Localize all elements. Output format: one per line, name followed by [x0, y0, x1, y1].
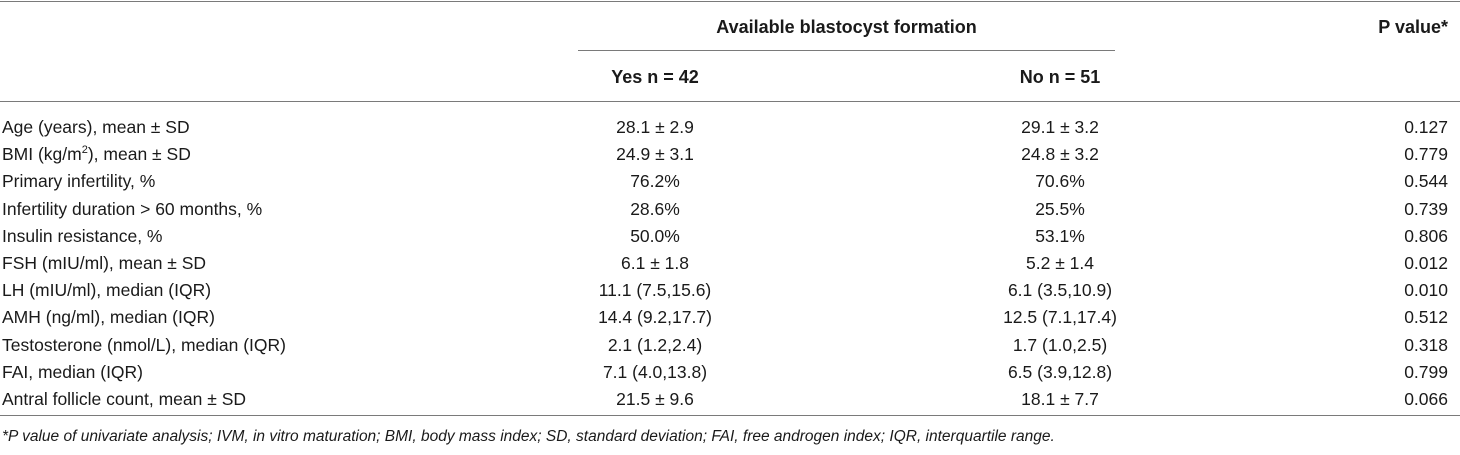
- p-value: 0.127: [1404, 117, 1448, 137]
- p-value: 0.806: [1404, 225, 1448, 246]
- header-bottom-rule: [0, 101, 1460, 102]
- yes-value: 24.9 ± 3.1: [616, 144, 694, 165]
- row-label-prefix: BMI (kg/m: [2, 144, 82, 165]
- no-value: 70.6%: [1035, 171, 1085, 192]
- no-value: 29.1 ± 3.2: [1021, 117, 1099, 137]
- p-value: 0.318: [1404, 334, 1448, 355]
- yes-value: 28.1 ± 2.9: [616, 117, 694, 137]
- table-bottom-rule: [0, 415, 1460, 416]
- no-value: 5.2 ± 1.4: [1026, 252, 1094, 273]
- row-label: Infertility duration > 60 months, %: [2, 198, 263, 219]
- no-value: 25.5%: [1035, 198, 1085, 219]
- yes-value: 14.4 (9.2,17.7): [598, 307, 712, 328]
- no-value: 6.1 (3.5,10.9): [1007, 280, 1113, 301]
- p-value: 0.544: [1404, 171, 1448, 192]
- row-label: Primary infertility, %: [2, 171, 156, 192]
- yes-value: 21.5 ± 9.6: [616, 388, 694, 409]
- table-row: Antral follicle count, mean ± SD 21.5 ± …: [0, 386, 1460, 413]
- row-label-suffix: ), mean ± SD: [87, 144, 191, 165]
- no-value: 53.1%: [1035, 225, 1085, 246]
- row-label: Antral follicle count, mean ± SD: [2, 388, 247, 409]
- table-top-rule: [0, 1, 1460, 2]
- table-row: BMI (kg/m2), mean ± SD 24.9 ± 3.1 24.8 ±…: [0, 141, 1460, 168]
- row-label: FSH (mIU/ml), mean ± SD: [2, 252, 207, 273]
- p-value: 0.010: [1404, 280, 1448, 301]
- yes-value: 2.1 (1.2,2.4): [607, 334, 703, 355]
- table-row: Infertility duration > 60 months, % 28.6…: [0, 196, 1460, 223]
- table-row: Age (years), mean ± SD 28.1 ± 2.9 29.1 ±…: [0, 114, 1460, 141]
- no-column-header: No n = 51: [1019, 67, 1101, 87]
- no-value: 24.8 ± 3.2: [1021, 144, 1099, 165]
- row-label-superscript: 2: [81, 144, 88, 157]
- yes-column-header: Yes n = 42: [611, 67, 699, 87]
- group-header-rule: [578, 50, 1115, 51]
- row-label: Testosterone (nmol/L), median (IQR): [2, 334, 286, 355]
- p-value: 0.739: [1404, 198, 1448, 219]
- yes-value: 6.1 ± 1.8: [621, 252, 689, 273]
- yes-value: 28.6%: [630, 198, 680, 219]
- pvalue-header: P value*: [1378, 17, 1448, 37]
- yes-value: 50.0%: [630, 225, 680, 246]
- p-value: 0.512: [1404, 307, 1448, 328]
- row-label: FAI, median (IQR): [2, 361, 144, 382]
- p-value: 0.066: [1404, 388, 1448, 409]
- row-label: LH (mIU/ml), median (IQR): [2, 280, 212, 301]
- yes-value: 11.1 (7.5,15.6): [598, 280, 712, 301]
- row-label: Age (years), mean ± SD: [2, 117, 190, 137]
- table-body: Age (years), mean ± SD 28.1 ± 2.9 29.1 ±…: [0, 114, 1460, 413]
- table-row: FAI, median (IQR) 7.1 (4.0,13.8) 6.5 (3.…: [0, 359, 1460, 386]
- table-row: FSH (mIU/ml), mean ± SD 6.1 ± 1.8 5.2 ± …: [0, 250, 1460, 277]
- table-row: AMH (ng/ml), median (IQR) 14.4 (9.2,17.7…: [0, 304, 1460, 331]
- no-value: 12.5 (7.1,17.4): [1003, 307, 1117, 328]
- table-row: Primary infertility, % 76.2% 70.6% 0.544: [0, 168, 1460, 195]
- group-header: Available blastocyst formation: [716, 17, 977, 37]
- row-label: AMH (ng/ml), median (IQR): [2, 307, 215, 328]
- no-value: 18.1 ± 7.7: [1021, 388, 1099, 409]
- no-value: 1.7 (1.0,2.5): [1012, 334, 1108, 355]
- table-row: Testosterone (nmol/L), median (IQR) 2.1 …: [0, 332, 1460, 359]
- table-row: Insulin resistance, % 50.0% 53.1% 0.806: [0, 223, 1460, 250]
- no-value: 6.5 (3.9,12.8): [1007, 361, 1113, 382]
- p-value: 0.012: [1404, 252, 1448, 273]
- row-label: Insulin resistance, %: [2, 225, 163, 246]
- table-row: LH (mIU/ml), median (IQR) 11.1 (7.5,15.6…: [0, 277, 1460, 304]
- yes-value: 7.1 (4.0,13.8): [602, 361, 708, 382]
- table-footnote: *P value of univariate analysis; IVM, in…: [2, 428, 1055, 445]
- p-value: 0.779: [1404, 144, 1448, 165]
- row-label: BMI (kg/m2), mean ± SD: [2, 141, 191, 168]
- yes-value: 76.2%: [630, 171, 680, 192]
- p-value: 0.799: [1404, 361, 1448, 382]
